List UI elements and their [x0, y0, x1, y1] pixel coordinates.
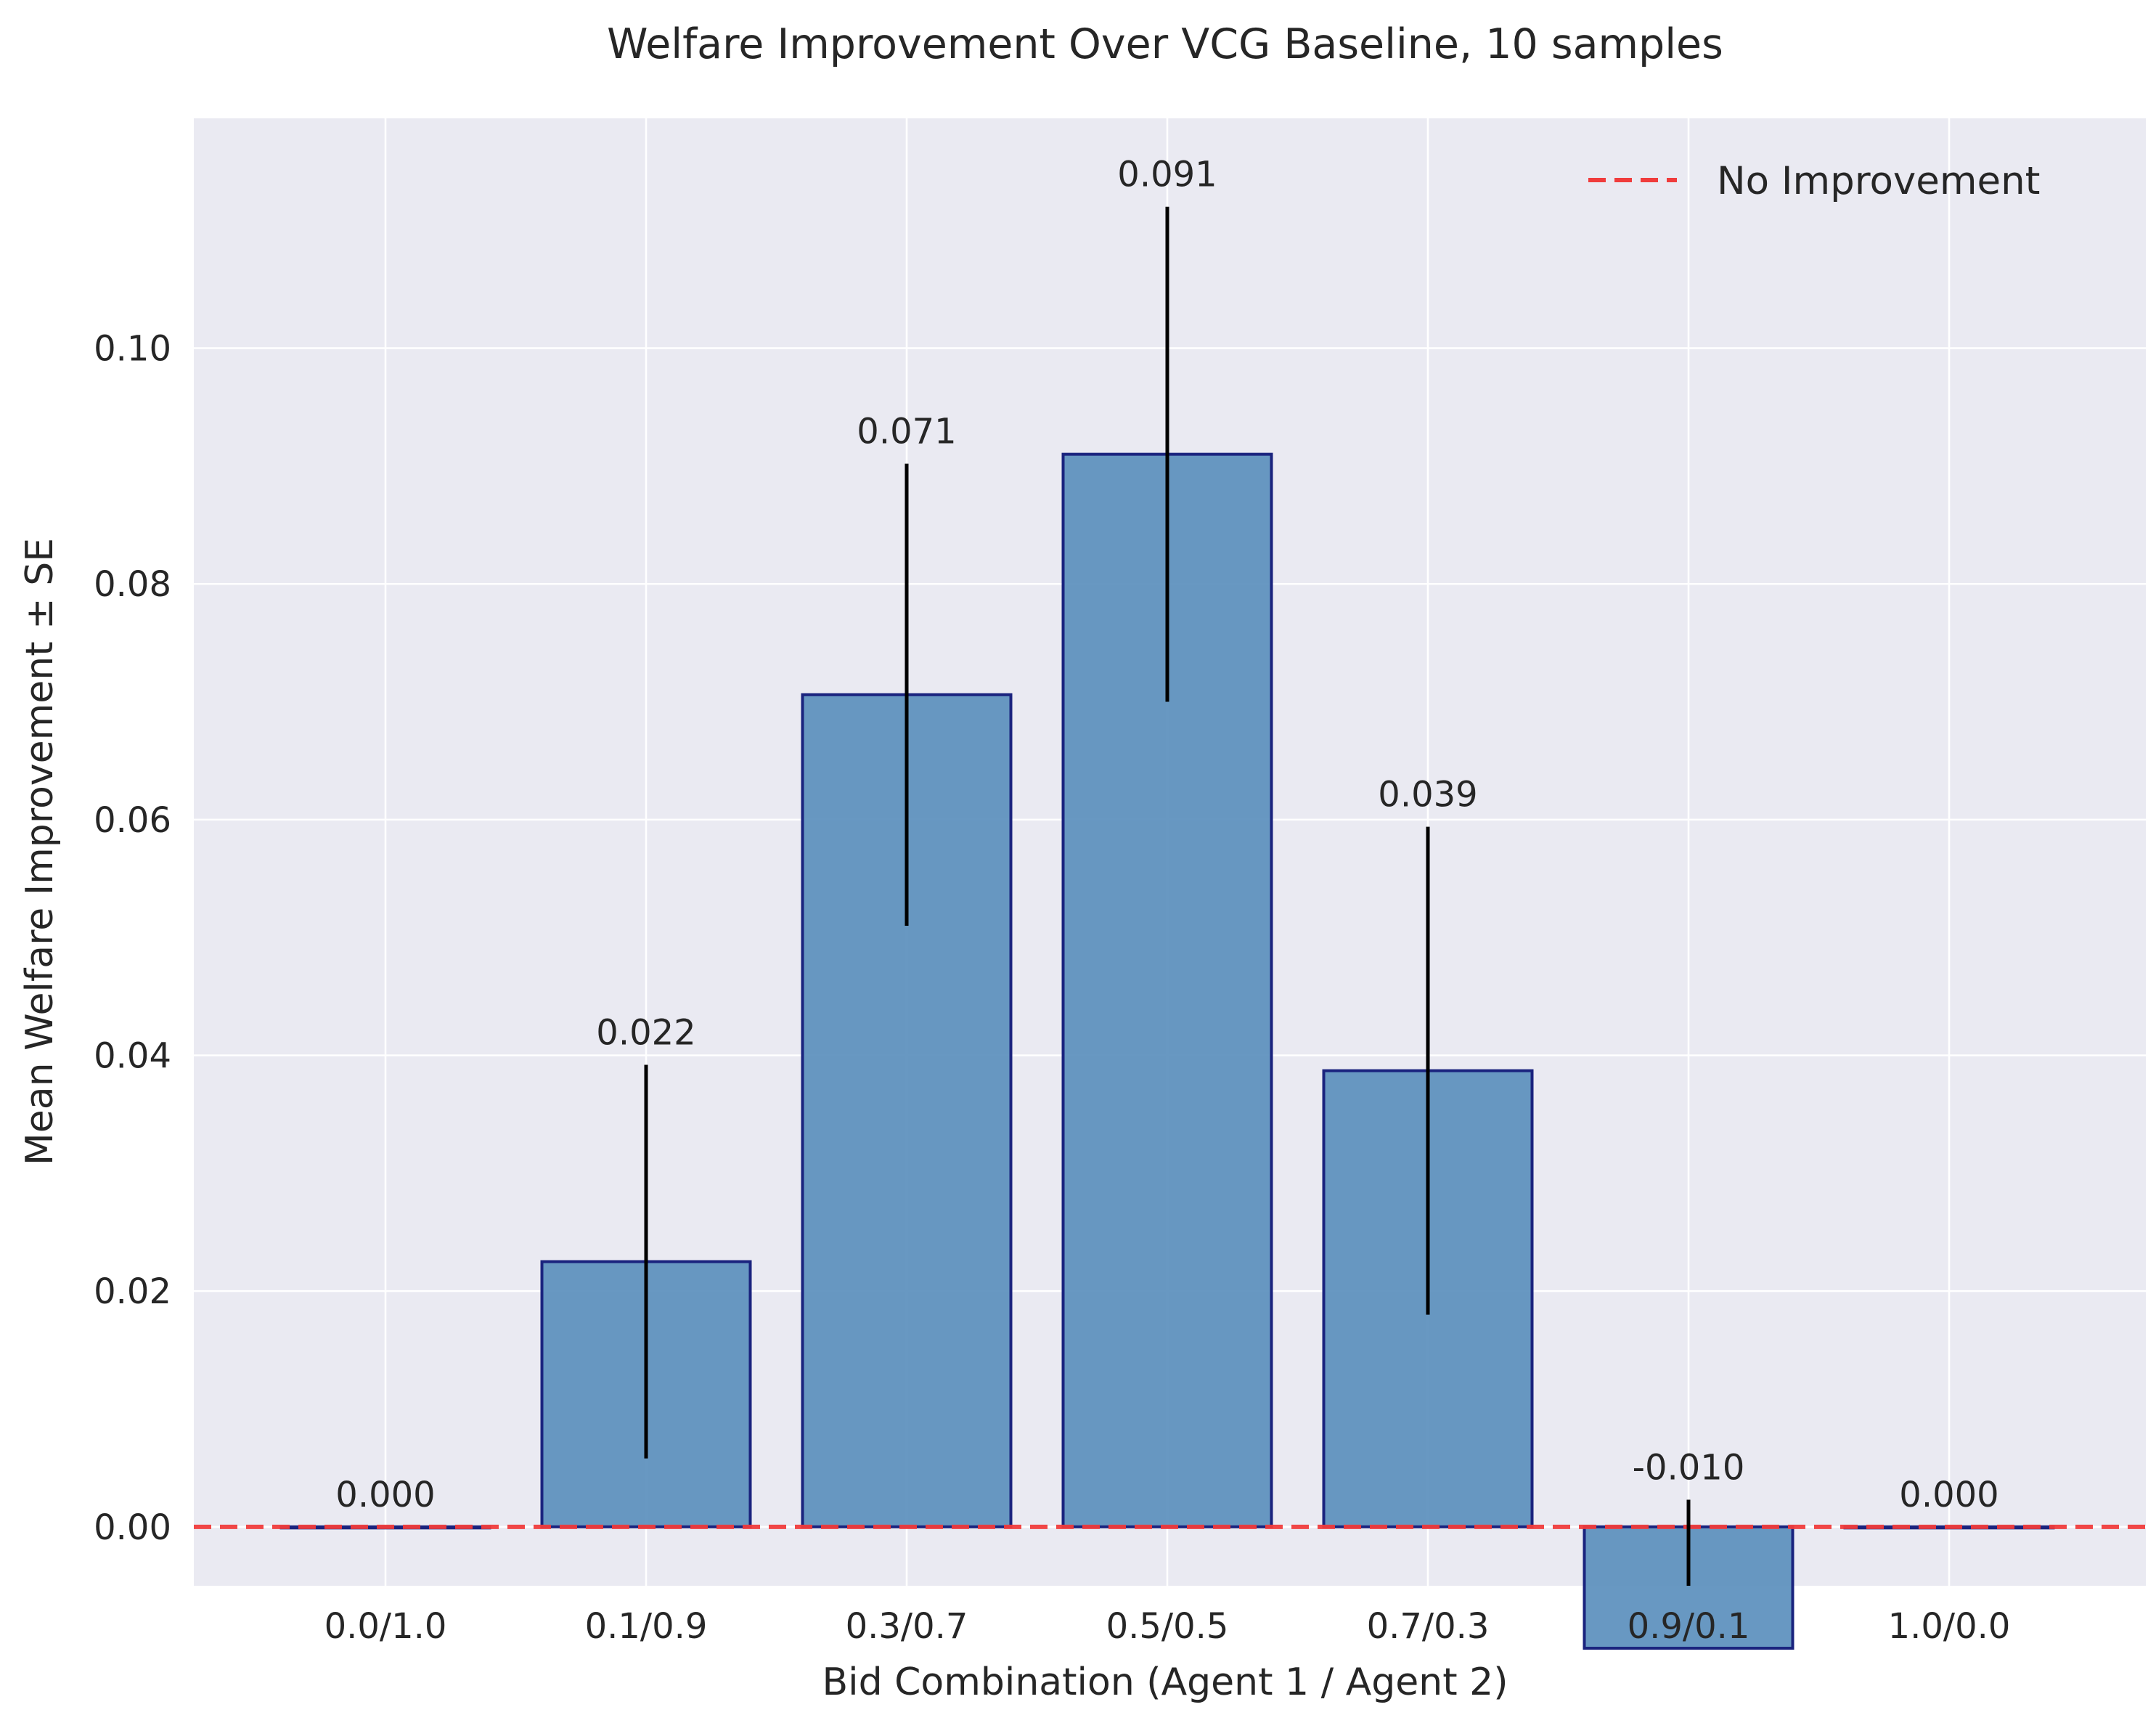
x-tick-label: 0.1/0.9 — [585, 1606, 708, 1647]
x-tick-label: 0.5/0.5 — [1106, 1606, 1229, 1647]
legend-label: No Improvement — [1717, 159, 2040, 203]
x-tick-label: 0.9/0.1 — [1628, 1606, 1750, 1647]
data-label: 0.000 — [1899, 1475, 1998, 1515]
data-label: 0.022 — [596, 1013, 695, 1054]
data-label: 0.071 — [857, 412, 956, 452]
x-axis-ticks: 0.0/1.0 0.1/0.9 0.3/0.7 0.5/0.5 0.7/0.3 0.9/0… — [324, 1606, 2011, 1647]
y-tick-label: 0.06 — [94, 800, 171, 841]
x-tick-label: 0.7/0.3 — [1367, 1606, 1490, 1647]
y-tick-label: 0.10 — [94, 329, 171, 370]
legend: No Improvement — [1588, 159, 2040, 203]
x-tick-label: 1.0/0.0 — [1888, 1606, 2011, 1647]
y-tick-label: 0.08 — [94, 564, 171, 605]
x-tick-label: 0.0/1.0 — [324, 1606, 447, 1647]
y-axis-ticks: 0.00 0.02 0.04 0.06 0.08 0.10 — [94, 329, 171, 1548]
y-tick-label: 0.02 — [94, 1271, 171, 1312]
chart-title: Welfare Improvement Over VCG Baseline, 1… — [607, 20, 1723, 68]
data-label: 0.091 — [1117, 155, 1217, 195]
x-tick-label: 0.3/0.7 — [846, 1606, 968, 1647]
x-axis-title: Bid Combination (Agent 1 / Agent 2) — [822, 1661, 1508, 1704]
y-tick-label: 0.04 — [94, 1036, 171, 1077]
data-label: -0.010 — [1633, 1447, 1745, 1488]
y-tick-label: 0.00 — [94, 1507, 171, 1548]
y-axis-title: Mean Welfare Improvement ± SE — [18, 538, 62, 1165]
error-bars — [644, 206, 1691, 1586]
data-label: 0.039 — [1378, 775, 1477, 815]
data-labels: 0.000 0.022 0.071 0.091 0.039 -0.010 0.000 — [335, 155, 1998, 1515]
data-label: 0.000 — [335, 1475, 435, 1515]
